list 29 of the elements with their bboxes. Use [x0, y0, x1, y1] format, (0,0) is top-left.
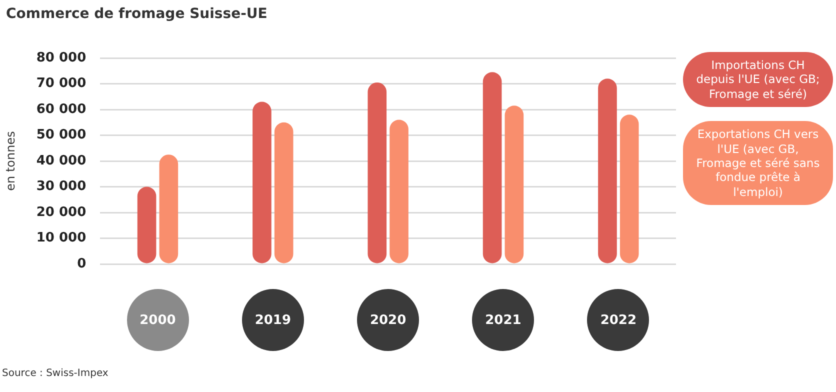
- y-tick-label: 60 000: [36, 102, 86, 117]
- x-tick-label: 2020: [357, 289, 420, 351]
- y-tick-label: 80 000: [36, 50, 86, 66]
- y-tick-label: 70 000: [36, 76, 86, 92]
- y-tick-label: 30 000: [36, 179, 86, 194]
- bar: [159, 154, 178, 264]
- bar: [598, 78, 617, 264]
- text: Importations CH depuis l'UE (avec GB; Fromage et séré): [683, 52, 833, 108]
- bar: [274, 122, 294, 264]
- text: Exportations CH vers l'UE (avec GB, Fromage et séré sans fondue prête à l'emploi): [683, 121, 833, 205]
- y-tick-label: 10 000: [36, 230, 86, 246]
- bar: [390, 120, 408, 264]
- bar: [504, 106, 524, 264]
- y-tick-label: 50 000: [36, 128, 86, 143]
- source-note: Source : Swiss-Impex: [2, 368, 108, 379]
- bar: [482, 72, 502, 264]
- y-tick-label: 20 000: [36, 204, 86, 220]
- x-tick-label: 2021: [472, 289, 534, 351]
- x-tick-label: 2022: [587, 289, 650, 351]
- x-tick-label: 2000: [126, 289, 189, 351]
- y-tick-label: 40 000: [36, 153, 86, 168]
- y-axis-title: en tonnes: [3, 131, 18, 191]
- x-tick-label: 2019: [242, 289, 304, 351]
- chart-title: Commerce de fromage Suisse-UE: [6, 6, 268, 22]
- bar: [620, 114, 639, 264]
- bar: [252, 102, 272, 264]
- bar: [368, 82, 387, 264]
- bar: [137, 186, 156, 264]
- y-tick-label: 0: [77, 256, 86, 272]
